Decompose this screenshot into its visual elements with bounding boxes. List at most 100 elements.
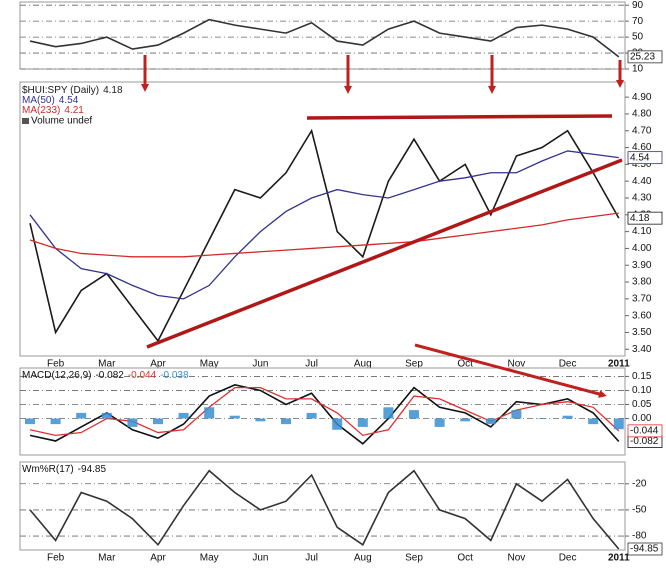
histogram-bar (229, 415, 240, 419)
x-tick-label: Jul (305, 359, 318, 370)
histogram-bar (101, 412, 112, 419)
y-tick-label: 4.50 (632, 159, 652, 170)
x-tick-label: Mar (98, 359, 116, 370)
y-tick-label: 4.60 (632, 142, 652, 153)
title-value: -0.082 (95, 370, 124, 381)
panel-title: Wm%R(17) -94.85 (22, 464, 106, 475)
value-tag-label: -94.85 (630, 544, 659, 555)
legend-entry: Volume undef (31, 116, 92, 127)
histogram-bar (255, 418, 266, 422)
y-tick-label: 3.90 (632, 260, 652, 271)
y-tick-label: 3.80 (632, 277, 652, 288)
x-tick-label: Jul (305, 553, 318, 564)
x-tick-label: Mar (98, 553, 116, 564)
panel-frame (19, 1, 626, 70)
y-tick-label: 70 (632, 16, 644, 27)
y-tick-label: 3.70 (632, 293, 652, 304)
y-tick-label: 4.90 (632, 92, 652, 103)
legend-value: 4.21 (64, 105, 84, 116)
y-tick-label: 4.10 (632, 226, 652, 237)
value-tag (627, 424, 663, 438)
histogram-bar (76, 412, 87, 419)
series-line (29, 128, 620, 343)
y-tick-label: -50 (632, 505, 647, 516)
histogram-bar (409, 410, 419, 419)
x-tick-label: Sep (405, 359, 423, 370)
value-tag-label: -0.082 (630, 436, 659, 447)
x-tick-label: Jun (252, 359, 268, 370)
legend-value: 4.54 (59, 95, 79, 106)
value-tag (627, 211, 663, 225)
y-tick-label: 0.05 (632, 399, 652, 410)
y-tick-label: 0.15 (632, 371, 652, 382)
x-tick-label: Aug (354, 553, 372, 564)
panel-frame (19, 81, 626, 357)
value-tag (627, 50, 663, 64)
legend-name: MA(233) (22, 105, 60, 116)
histogram-bar (281, 418, 291, 425)
histogram-bar (50, 418, 61, 425)
legend-name: MA(50) (22, 95, 55, 106)
arrow (414, 343, 607, 398)
histogram-bar (204, 407, 215, 419)
x-tick-label: Oct (457, 553, 473, 564)
x-tick-label: Apr (150, 359, 166, 370)
legend-value: 4.18 (103, 85, 123, 96)
histogram-bar (332, 418, 343, 430)
value-tag-label: 4.18 (630, 213, 650, 224)
series-line (29, 18, 620, 58)
y-tick-label: 4.70 (632, 125, 652, 136)
y-tick-label: 0.00 (632, 413, 652, 424)
x-tick-label: May (200, 553, 219, 564)
legend-entry: MA(50) 4.54 (22, 95, 79, 106)
x-tick-label: Jun (252, 553, 268, 564)
y-tick-label: 0.10 (632, 385, 652, 396)
y-tick-label: 3.60 (632, 310, 652, 321)
y-tick-label: 50 (632, 32, 644, 43)
histogram-bar (434, 418, 445, 427)
title: Wm%R(17) (22, 464, 74, 475)
panel-frame (19, 461, 626, 551)
x-tick-label: Nov (508, 359, 526, 370)
histogram-bar (153, 418, 163, 425)
panel-title: MACD(12,26,9) -0.082 -0.044 -0.038 (22, 370, 189, 381)
title-value: -0.038 (160, 370, 189, 381)
volume-icon (22, 118, 29, 124)
value-tag (627, 151, 663, 165)
series-line (29, 150, 619, 300)
x-tick-label: Dec (559, 553, 577, 564)
x-tick-label: Oct (457, 359, 473, 370)
y-tick-label: -20 (632, 478, 647, 489)
y-tick-label: 4.30 (632, 193, 652, 204)
panels: 907050301025.234.904.804.704.604.504.404… (19, 0, 663, 564)
y-tick-label: 4.00 (632, 243, 652, 254)
histogram-bar (178, 412, 189, 419)
histogram-bar (306, 412, 317, 419)
annotations (141, 55, 624, 398)
histogram-bar (25, 418, 35, 425)
title-value: -94.85 (78, 464, 107, 475)
value-tag (627, 542, 663, 556)
x-tick-label: Sep (405, 553, 423, 564)
x-tick-label: Feb (47, 553, 65, 564)
legend-entry: $HUI:SPY (Daily) 4.18 (22, 85, 123, 96)
histogram-bar (537, 418, 547, 420)
y-tick-label: 10 (632, 64, 644, 75)
x-tick-label: Dec (559, 359, 577, 370)
support-trendline (146, 158, 623, 349)
title-value: -0.044 (128, 370, 157, 381)
histogram-bar (511, 410, 522, 419)
x-tick-label: 2011 (608, 359, 630, 370)
y-tick-label: 4.40 (632, 176, 652, 187)
value-tag-label: 25.23 (630, 51, 655, 62)
histogram-bar (357, 418, 368, 427)
value-tag-label: -0.044 (630, 426, 659, 437)
legend-entry: MA(233) 4.21 (22, 105, 84, 116)
y-tick-label: -80 (632, 531, 647, 542)
histogram-bar (460, 418, 471, 422)
y-tick-label: 3.40 (632, 344, 652, 355)
y-tick-label: 4.80 (632, 109, 652, 120)
y-tick-label: 3.50 (632, 327, 652, 338)
x-tick-label: May (200, 359, 219, 370)
